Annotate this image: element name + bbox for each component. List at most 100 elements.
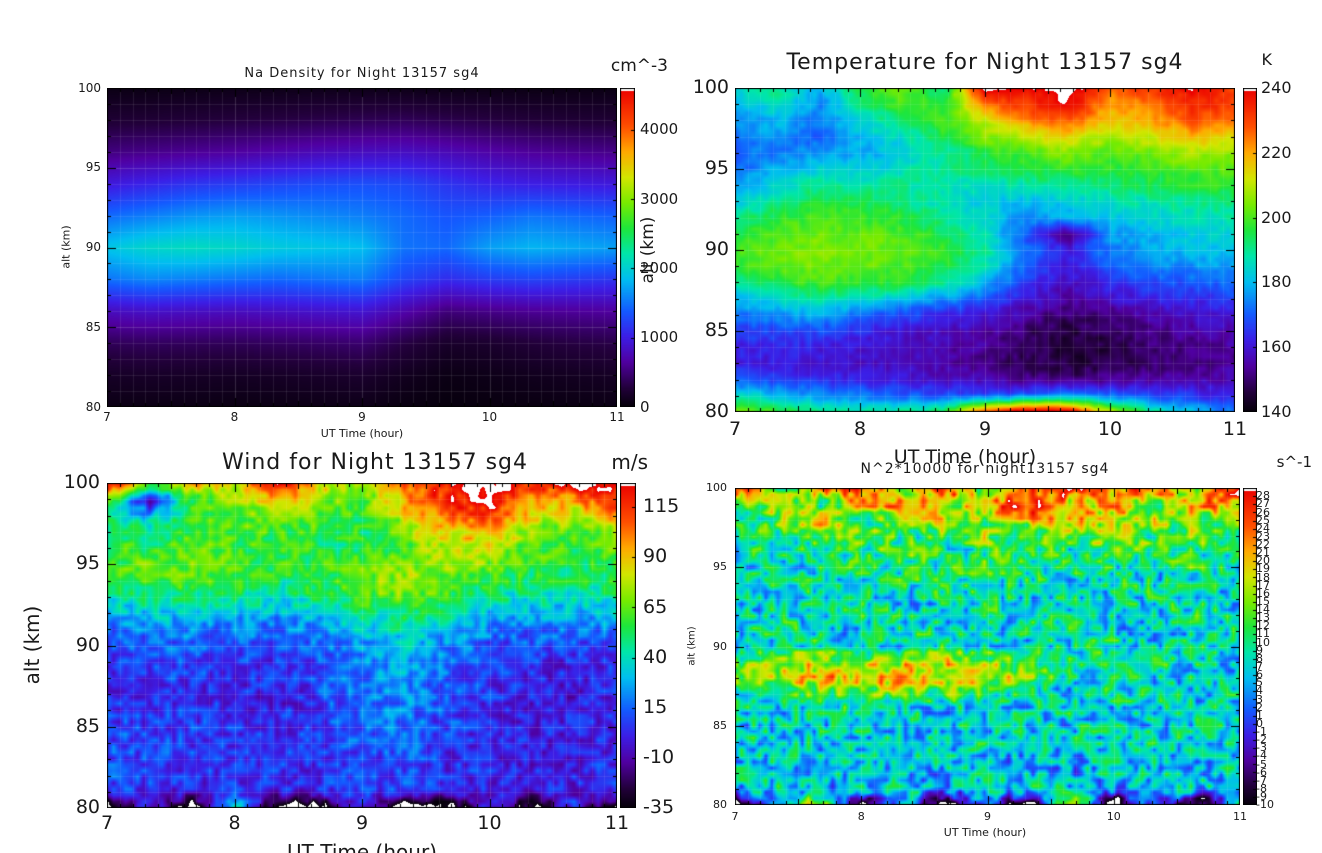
colorbar-tick-label: 22	[1256, 538, 1270, 552]
colorbar-tick-label: -9	[1256, 790, 1267, 804]
x-tick-label: 10	[477, 812, 502, 834]
colorbar-tick-label: 26	[1256, 505, 1270, 519]
colorbar-tick-label: 6	[1256, 668, 1263, 682]
temperature-title: Temperature for Night 13157 sg4	[786, 50, 1184, 75]
y-tick-label: 95	[704, 157, 729, 180]
colorbar-tick-label: 240	[1261, 78, 1292, 98]
x-tick-label: 9	[355, 812, 369, 834]
y-tick-label: 80	[704, 400, 729, 423]
x-tick-label: 7	[728, 418, 742, 440]
na-density-colorbar-unit: cm^-3	[610, 56, 668, 76]
y-tick-label: 100	[63, 471, 100, 494]
colorbar-tick-label: 11	[1256, 627, 1270, 641]
colorbar-na_density	[620, 88, 635, 407]
colorbar-tick-label: 9	[1256, 643, 1263, 657]
colorbar-tick-label: 23	[1256, 529, 1270, 543]
y-tick-label: 100	[692, 76, 729, 99]
colorbar-tick-label: -6	[1256, 765, 1267, 779]
colorbar-tick-label: 3	[1256, 692, 1263, 706]
y-tick-label: 85	[713, 718, 727, 732]
colorbar-tick-label: 21	[1256, 546, 1270, 560]
colorbar-tick-label: 0	[640, 397, 650, 416]
y-tick-label: 90	[704, 238, 729, 261]
colorbar-tick-label: 160	[1261, 337, 1292, 357]
colorbar-tick-label: 8	[1256, 651, 1263, 665]
y-tick-label: 80	[85, 399, 101, 414]
colorbar-tick-label: 28	[1256, 489, 1270, 503]
colorbar-tick-label: 18	[1256, 570, 1270, 584]
colorbar-tick-label: 1	[1256, 708, 1263, 722]
x-tick-label: 7	[731, 810, 739, 823]
y-tick-label: 95	[85, 160, 101, 175]
x-tick-label: 8	[857, 810, 865, 823]
colorbar-tick-label: 2000	[640, 259, 679, 277]
colorbar-tick-label: 19	[1256, 562, 1270, 576]
colorbar-tick-label: -4	[1256, 749, 1267, 763]
colorbar-tick-label: -10	[643, 746, 675, 769]
x-tick-label: 10	[481, 410, 498, 424]
colorbar-temperature	[1243, 88, 1257, 412]
colorbar-tick-label: 7	[1256, 660, 1263, 673]
y-tick-label: 95	[713, 560, 727, 574]
colorbar-tick-label: 0	[1256, 716, 1263, 730]
colorbar-tick-label: 24	[1256, 521, 1270, 535]
colorbar-tick-label: -7	[1256, 773, 1267, 787]
x-tick-label: 8	[228, 812, 241, 834]
heatmap-temperature	[735, 88, 1235, 412]
x-tick-label: 11	[604, 812, 630, 834]
colorbar-wind	[620, 483, 636, 808]
x-tick-label: 7	[103, 410, 111, 424]
colorbar-tick-label: 15	[1256, 594, 1270, 608]
colorbar-tick-label: 180	[1261, 272, 1292, 292]
heatmap-wind	[107, 483, 617, 808]
colorbar-tick-label: 10	[1256, 635, 1270, 649]
heatmap-na_density	[107, 88, 617, 407]
colorbar-tick-label: -35	[643, 796, 675, 819]
y-tick-label: 85	[85, 319, 101, 334]
colorbar-tick-label: 140	[1261, 402, 1292, 422]
x-tick-label: 11	[1222, 418, 1248, 440]
colorbar-tick-label: 65	[643, 595, 668, 618]
colorbar-tick-label: 17	[1256, 578, 1270, 592]
colorbar-tick-label: 115	[643, 495, 680, 518]
y-tick-label: 85	[704, 319, 729, 342]
colorbar-n2	[1243, 488, 1257, 805]
y-tick-label: 100	[78, 80, 101, 95]
colorbar-tick-label: -5	[1256, 757, 1267, 771]
y-tick-label: 80	[713, 798, 727, 812]
x-tick-label: 10	[1106, 810, 1121, 823]
colorbar-tick-label: 5	[1256, 676, 1263, 690]
colorbar-tick-label: 4000	[640, 120, 679, 139]
colorbar-tick-label: -2	[1256, 733, 1267, 747]
y-tick-label: 90	[85, 240, 101, 255]
colorbar-tick-label: 27	[1256, 497, 1270, 511]
colorbar-tick-label: 20	[1256, 554, 1270, 568]
colorbar-tick-label: 40	[643, 645, 668, 668]
wind-title: Wind for Night 13157 sg4	[221, 450, 529, 475]
colorbar-tick-label: 2	[1256, 700, 1263, 714]
colorbar-tick-label: 15	[643, 695, 668, 718]
colorbar-tick-label: 1000	[640, 328, 679, 347]
x-tick-label: 8	[230, 410, 239, 424]
n2-x-axis-label: UT Time (hour)	[943, 826, 1027, 839]
x-tick-label: 9	[984, 810, 991, 823]
x-tick-label: 11	[1233, 810, 1247, 823]
colorbar-tick-label: 16	[1256, 586, 1270, 600]
colorbar-tick-label: 14	[1256, 603, 1270, 617]
temperature-colorbar-unit: K	[1261, 50, 1273, 69]
colorbar-tick-label: 220	[1261, 142, 1292, 162]
colorbar-tick-label: 25	[1256, 513, 1270, 527]
colorbar-tick-label: 4	[1256, 684, 1263, 698]
n2-colorbar-unit: s^-1	[1276, 453, 1312, 471]
y-tick-label: 90	[75, 633, 100, 656]
heatmap-n2	[735, 488, 1240, 805]
x-tick-label: 9	[978, 418, 992, 440]
temperature-x-axis-label: UT Time (hour)	[893, 446, 1037, 468]
y-tick-label: 95	[75, 552, 100, 575]
colorbar-tick-label: -10	[1256, 798, 1274, 812]
colorbar-tick-label: -1	[1256, 725, 1267, 739]
colorbar-tick-label: 200	[1261, 207, 1292, 227]
wind-colorbar-unit: m/s	[611, 450, 648, 474]
colorbar-tick-label: 90	[643, 545, 668, 568]
